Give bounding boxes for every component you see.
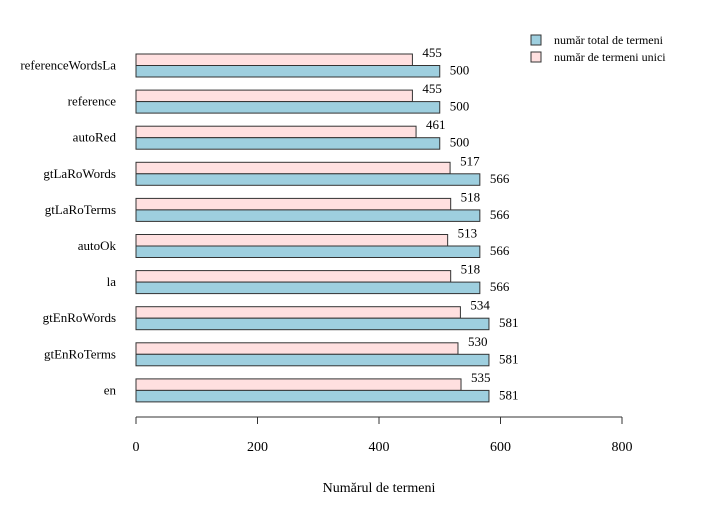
value-label-total: 500 (450, 99, 470, 114)
bar-total-autook (135, 245, 481, 258)
value-label-unique: 535 (471, 370, 491, 385)
value-label-total: 500 (450, 63, 470, 78)
value-label-total: 566 (490, 171, 510, 186)
value-label-total: 581 (499, 351, 519, 366)
x-tick-label: 600 (490, 440, 511, 455)
bar-unique-gtlarowords (135, 161, 451, 175)
bar-total-gtlaroterms (135, 209, 481, 222)
legend-swatch-unique (530, 51, 542, 63)
value-label-unique: 455 (422, 45, 442, 60)
value-labels: 455 500 455 500 461 500 517 566 518 566 513 566 518 5… (422, 45, 518, 402)
legend-label-total: număr total de termeni (554, 33, 664, 47)
category-label: gtEnRoWords (43, 310, 116, 325)
x-tick-label: 400 (369, 440, 390, 455)
value-label-total: 566 (490, 279, 510, 294)
bar-unique-reference (135, 89, 413, 103)
x-axis-title: Numărul de termeni (323, 481, 436, 496)
bar-unique-autored (135, 125, 417, 139)
bar-total-la (135, 281, 481, 295)
x-tick-label: 200 (247, 440, 268, 455)
category-label: autoOk (78, 238, 117, 253)
value-label-total: 566 (490, 243, 510, 258)
category-labels: referenceWordsLa reference autoRed gtLaRoWo… (20, 58, 116, 398)
bar-unique-en (135, 378, 462, 391)
value-label-total: 581 (499, 387, 519, 402)
value-label-unique: 518 (461, 189, 481, 204)
value-label-unique: 534 (470, 298, 490, 313)
category-label: gtLaRoWords (43, 166, 116, 181)
bar-total-referencewordsla (135, 65, 441, 78)
category-label: en (104, 382, 117, 397)
value-label-total: 566 (490, 207, 510, 222)
bar-unique-la (135, 270, 452, 283)
category-label: la (107, 274, 117, 289)
value-label-unique: 518 (461, 262, 481, 277)
category-label: referenceWordsLa (20, 58, 116, 73)
legend-swatch-total (530, 34, 542, 46)
legend-label-unique: număr de termeni unici (554, 50, 666, 64)
value-label-total: 581 (499, 315, 519, 330)
bar-unique-referencewordsla (135, 53, 413, 66)
x-tick-label: 0 (133, 440, 140, 455)
bar-unique-autook (135, 234, 449, 247)
x-axis: 0 200 400 600 800 (133, 416, 633, 455)
category-label: reference (68, 94, 117, 109)
value-label-unique: 461 (426, 117, 446, 132)
category-label: gtEnRoTerms (44, 346, 116, 361)
bar-total-en (135, 389, 490, 403)
x-tick-label: 800 (612, 440, 633, 455)
bar-total-gtenroterms (135, 353, 490, 367)
bar-total-autored (135, 137, 441, 150)
value-label-unique: 455 (422, 81, 442, 96)
bar-total-gtenrowords (135, 317, 490, 331)
legend: număr total de termeni număr de termeni … (530, 33, 666, 64)
value-label-unique: 517 (460, 153, 480, 168)
bar-total-gtlarowords (135, 173, 481, 186)
value-label-total: 500 (450, 135, 470, 150)
value-label-unique: 513 (458, 226, 478, 241)
bar-total-reference (135, 101, 441, 114)
bar-unique-gtlaroterms (135, 197, 452, 211)
bar-unique-gtenroterms (135, 342, 459, 355)
value-label-unique: 530 (468, 334, 488, 349)
category-label: autoRed (73, 130, 117, 145)
bar-unique-gtenrowords (135, 306, 461, 319)
category-label: gtLaRoTerms (45, 202, 116, 217)
bars-group (135, 53, 490, 403)
